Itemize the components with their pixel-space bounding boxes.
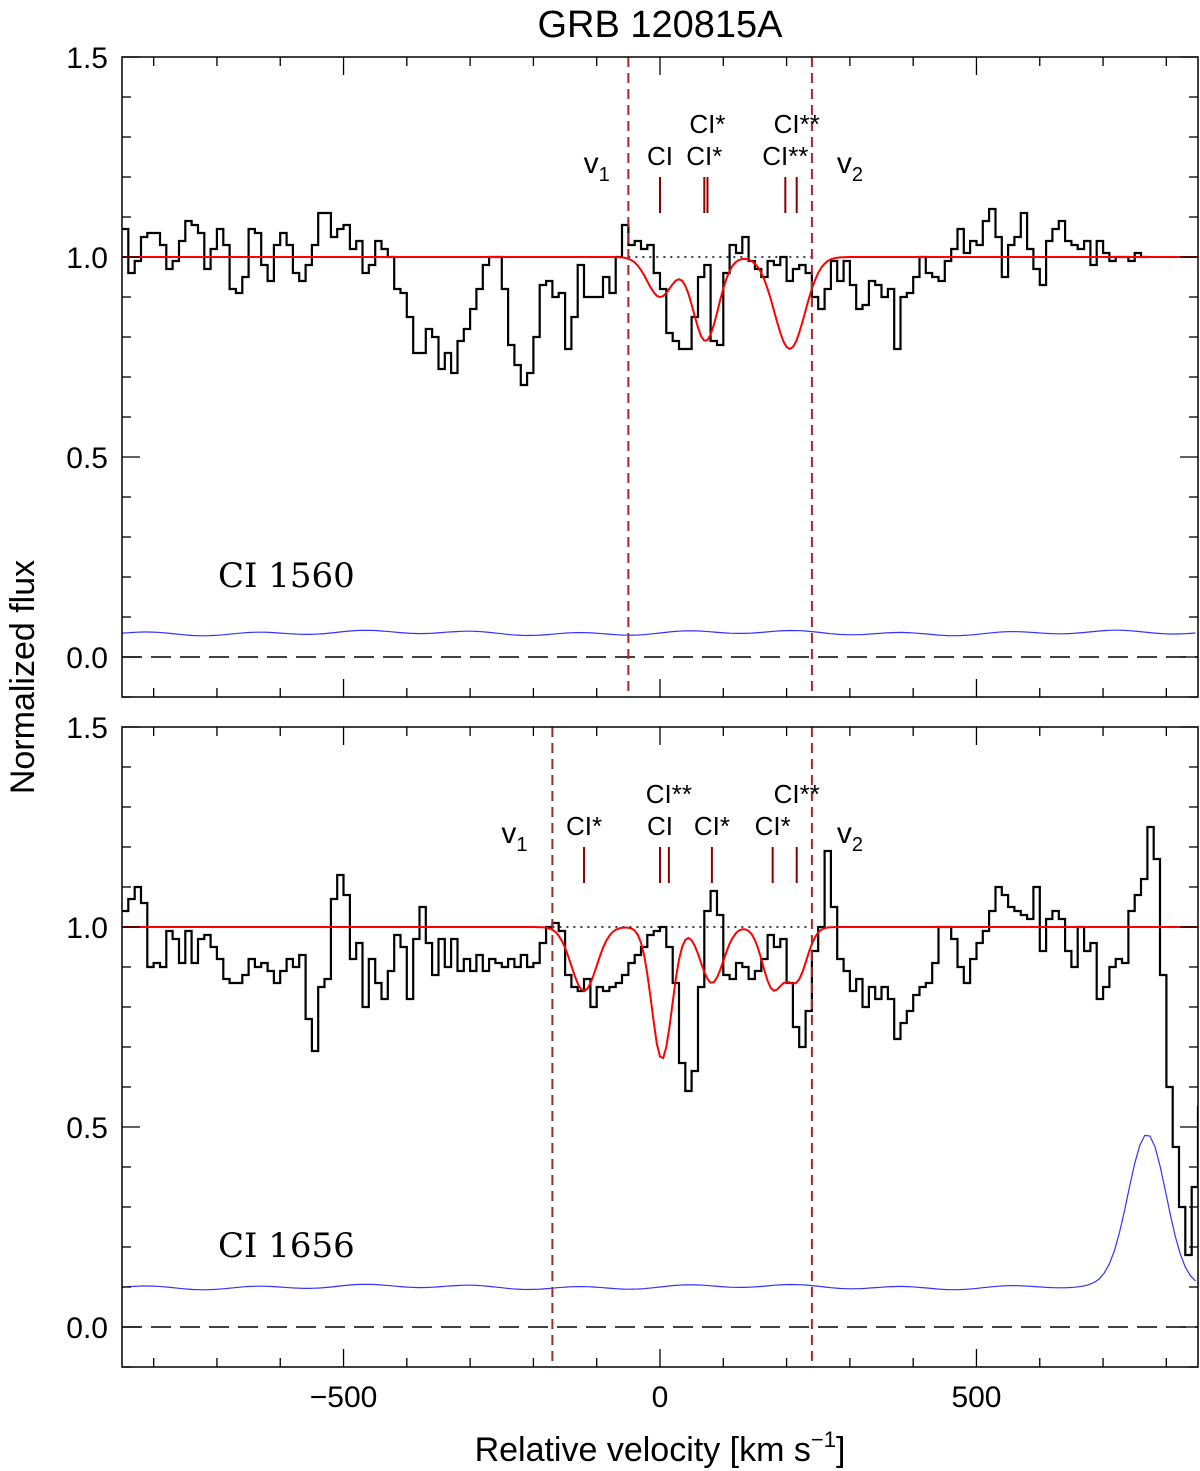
transition-marker-label: CI* [686,141,722,171]
y-tick-label: 0.5 [66,1112,108,1145]
model-fit-line [122,926,1198,1060]
y-tick-label: 0.0 [66,1312,108,1345]
x-tick-label: −500 [310,1381,378,1414]
transition-marker-label: CI [647,141,673,171]
x-tick-label: 500 [951,1381,1001,1414]
velocity-limit-subscript: 2 [852,164,863,186]
y-tick-label: 1.0 [66,242,108,275]
y-tick-label: 1.5 [66,42,108,75]
transition-marker-label: CI* [694,811,730,841]
y-tick-label: 1.5 [66,712,108,745]
figure-title: GRB 120815A [537,4,783,46]
transition-marker-label: CI* [689,109,725,139]
x-axis-unit-prefix: [km s [730,1431,811,1469]
y-tick-label: 0.5 [66,442,108,475]
velocity-limit-letter: v [501,817,516,850]
x-axis-unit-exponent: −1 [811,1427,836,1452]
data-spectrum-line [122,825,1198,1257]
velocity-limit-letter: v [837,817,852,850]
y-axis-label: Normalized flux [4,560,42,794]
velocity-limit-label-1: v1 [584,147,610,186]
plot-area [122,825,1198,1328]
error-spectrum-line [122,629,1196,637]
plot-area [122,207,1198,658]
velocity-limit-label-2: v2 [837,147,863,186]
x-axis-label: Relative velocity [km s−1] [475,1427,846,1469]
panel-label: CI 1560 [218,556,355,596]
transition-marker-label: CI** [774,109,820,139]
velocity-limit-label-1: v1 [501,817,527,856]
x-axis-unit-suffix: ] [836,1431,845,1469]
velocity-limit-letter: v [584,147,599,180]
x-axis-label-text: Relative velocity [475,1431,721,1469]
velocity-limit-subscript: 2 [852,834,863,856]
transition-marker-label: CI* [755,811,791,841]
model-fit-line [122,256,1198,351]
y-tick-label: 1.0 [66,912,108,945]
transition-marker-label: CI** [762,141,808,171]
y-tick-label: 0.0 [66,642,108,675]
error-spectrum-line [122,1134,1196,1291]
transition-marker-label: CI [647,811,673,841]
transition-marker-label: CI* [566,811,602,841]
velocity-limit-label-2: v2 [837,817,863,856]
data-spectrum-line [122,207,1148,387]
x-tick-label: 0 [652,1381,669,1414]
velocity-limit-letter: v [837,147,852,180]
velocity-limit-subscript: 1 [516,834,527,856]
velocity-limit-subscript: 1 [599,164,610,186]
transition-marker-label: CI** [774,779,820,809]
transition-marker-label: CI** [646,779,692,809]
panel-label: CI 1656 [218,1226,355,1266]
